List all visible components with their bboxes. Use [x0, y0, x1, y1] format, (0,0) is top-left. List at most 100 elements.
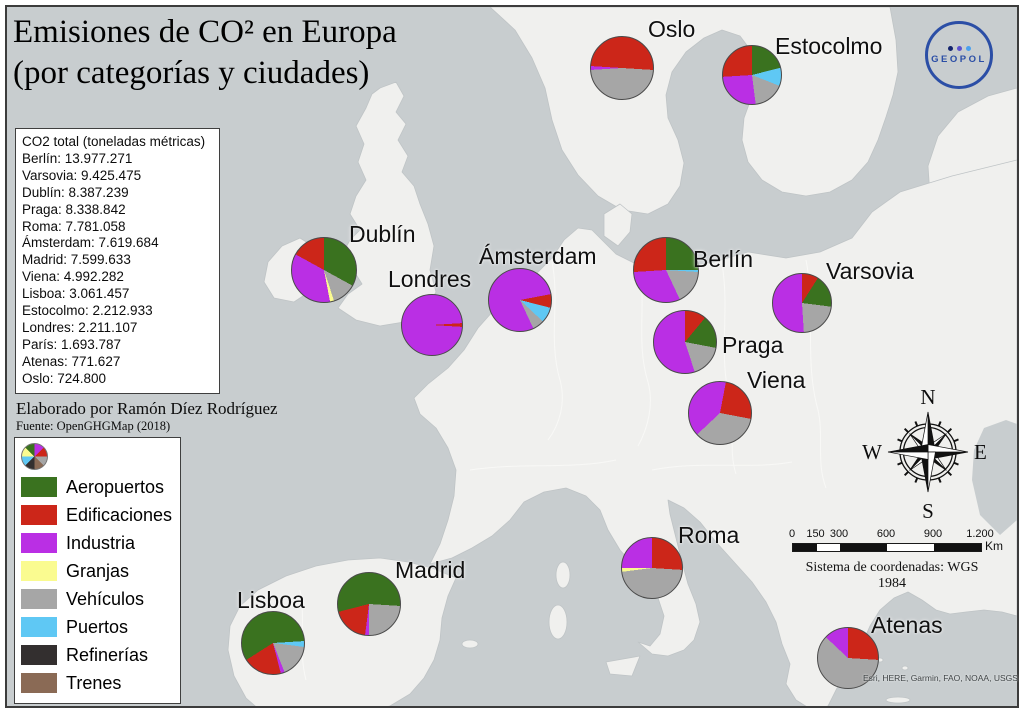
city-pie: [653, 310, 717, 374]
legend-swatch-trenes: [21, 673, 57, 693]
city-pie: [241, 611, 305, 675]
credits-author: Elaborado por Ramón Díez Rodríguez: [16, 399, 278, 418]
category-legend: Aeropuertos Edificaciones Industria Granjas…: [14, 437, 181, 704]
totals-entry: Viena: 4.992.282: [22, 269, 124, 285]
geopol-logo: GEOPOL: [925, 21, 993, 89]
city-pie: [772, 273, 832, 333]
credits: Elaborado por Ramón Díez Rodríguez Fuent…: [16, 399, 278, 434]
landmass-denmark: [603, 203, 633, 247]
city-pie: [488, 268, 552, 332]
city-label: Praga: [722, 332, 784, 358]
scale-bar-unit: Km: [985, 539, 1003, 553]
scale-bar-segment: [840, 544, 887, 551]
city-pie: [401, 294, 463, 356]
city-label: Viena: [747, 367, 806, 393]
city-label: Ámsterdam: [479, 243, 597, 269]
totals-entry: Dublín: 8.387.239: [22, 184, 129, 200]
legend-row-industria: Industria: [21, 529, 174, 557]
legend-row-refinerias: Refinerías: [21, 641, 174, 669]
legend-row-vehiculos: Vehículos: [21, 585, 174, 613]
logo-dot-2: [956, 45, 962, 51]
legend-label-edificaciones: Edificaciones: [66, 504, 173, 525]
compass-n-label: N: [920, 385, 935, 409]
legend-swatch-industria: [21, 533, 57, 553]
legend-row-granjas: Granjas: [21, 557, 174, 585]
totals-entry: Berlín: 13.977.271: [22, 150, 133, 166]
totals-entry: Lisboa: 3.061.457: [22, 286, 130, 302]
compass-e-label: E: [974, 440, 987, 464]
coordinate-system-note: Sistema de coordenadas: WGS 1984: [805, 560, 979, 591]
totals-entry: Ámsterdam: 7.619.684: [22, 235, 159, 251]
totals-list: Berlín: 13.977.271 Varsovia: 9.425.475 Dub…: [22, 151, 213, 388]
credits-source: Fuente: OpenGHGMap (2018): [16, 419, 171, 433]
border-line: [637, 267, 651, 447]
totals-entry: Roma: 7.781.058: [22, 218, 126, 234]
city-pie: [590, 36, 654, 100]
legend-row-puertos: Puertos: [21, 613, 174, 641]
totals-entry: Oslo: 724.800: [22, 370, 107, 386]
scale-bar: 0 150 300 600 900 1.200 Km: [789, 528, 1012, 558]
legend-label-puertos: Puertos: [66, 616, 129, 637]
border-line: [469, 459, 617, 471]
totals-header: CO2 total (toneladas métricas): [22, 134, 206, 149]
legend-label-industria: Industria: [66, 532, 136, 553]
totals-entry: Estocolmo: 2.212.933: [22, 303, 153, 319]
island-crete: [885, 696, 911, 704]
logo-dot-1: [947, 45, 953, 51]
city-label: Estocolmo: [775, 33, 883, 59]
scale-bar-tick-label: 900: [923, 528, 943, 540]
logo-dot-3: [965, 45, 971, 51]
legend-swatch-aeropuertos: [21, 477, 57, 497]
city-label: Varsovia: [826, 258, 914, 284]
totals-box: CO2 total (toneladas métricas) Berlín: 1…: [15, 128, 220, 394]
island-sicily: [605, 655, 641, 677]
scale-bar-segment: [793, 544, 817, 551]
island-corsica: [555, 561, 571, 589]
island-mallorca: [461, 639, 479, 649]
legend-label-aeropuertos: Aeropuertos: [66, 476, 165, 497]
scale-bar-segment: [934, 544, 981, 551]
island-aegean-2: [901, 665, 909, 671]
city-label: Lisboa: [237, 587, 305, 613]
city-label: Londres: [388, 266, 472, 292]
city-label: Madrid: [395, 557, 466, 583]
border-line: [547, 261, 563, 441]
city-pie: [633, 237, 699, 303]
black-sea: [972, 420, 1017, 535]
border-line: [651, 461, 793, 471]
scale-bar-segment: [816, 544, 840, 551]
scale-bar-segments: [792, 543, 982, 552]
compass-rose: [887, 411, 969, 493]
island-sardinia: [548, 604, 568, 640]
scale-bar-tick-label: 150: [806, 528, 825, 540]
map-title-line1: Emisiones de CO² en Europa: [13, 14, 397, 50]
city-pie: [291, 237, 357, 303]
map-title: Emisiones de CO² en Europa (por categorí…: [13, 12, 397, 94]
legend-row-aeropuertos: Aeropuertos: [21, 473, 174, 501]
compass-w-label: W: [862, 440, 882, 464]
legend-pie-icon: [21, 443, 48, 470]
landmass-britain: [337, 81, 437, 327]
scale-bar-tick-label: 600: [876, 528, 896, 540]
scale-bar-segment: [887, 544, 934, 551]
compass-s-label: S: [922, 499, 934, 523]
totals-entry: Praga: 8.338.842: [22, 201, 126, 217]
city-label: Berlín: [693, 246, 754, 272]
city-pie: [688, 381, 752, 445]
legend-swatch-granjas: [21, 561, 57, 581]
scale-bar-tick-label: 300: [829, 528, 849, 540]
totals-entry: Varsovia: 9.425.475: [22, 167, 142, 183]
legend-label-trenes: Trenes: [66, 672, 122, 693]
legend-rows: Aeropuertos Edificaciones Industria Granjas…: [21, 473, 174, 697]
totals-entry: París: 1.693.787: [22, 336, 122, 352]
basemap-attribution: Esri, HERE, Garmin, FAO, NOAA, USGS: [863, 673, 1018, 683]
geopol-logo-text: GEOPOL: [931, 53, 987, 65]
geopol-logo-dots: [947, 45, 971, 51]
totals-entry: Londres: 2.211.107: [22, 319, 138, 335]
city-label: Dublín: [349, 221, 416, 247]
city-pie: [817, 627, 879, 689]
totals-entry: Madrid: 7.599.633: [22, 252, 131, 268]
city-pie: [722, 45, 782, 105]
scale-bar-tick-label: 1.200: [966, 528, 994, 540]
